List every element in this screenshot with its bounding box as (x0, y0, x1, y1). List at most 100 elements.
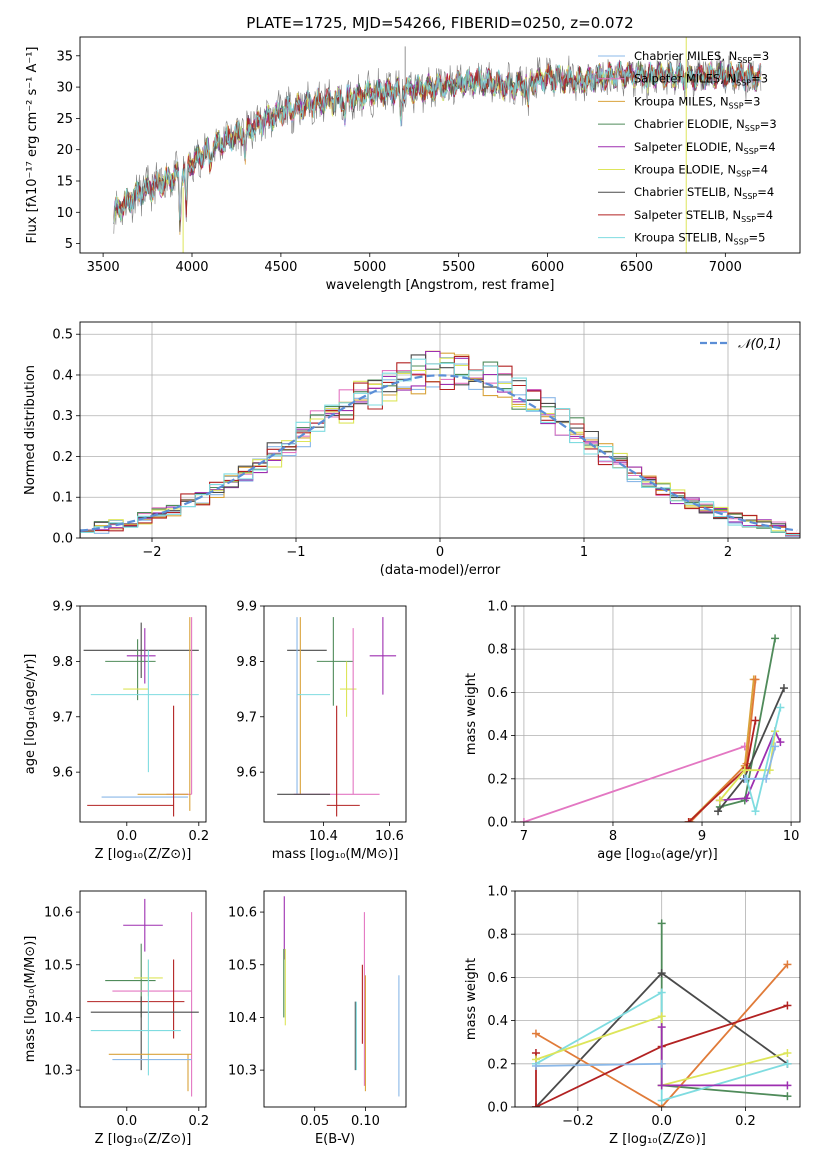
y-tick-label: 10.6 (44, 906, 73, 921)
x-tick-label: 5500 (442, 260, 475, 275)
x-tick-label: 10.6 (375, 829, 404, 844)
y-tick-label: 10.5 (44, 958, 73, 973)
plus-marker (519, 818, 528, 822)
data-point (123, 898, 163, 952)
y-tick-label: 30 (56, 81, 73, 96)
y-tick-label: 35 (56, 49, 73, 64)
plus-marker (531, 1029, 540, 1038)
plus-marker (776, 738, 785, 747)
y-axis-label: Normed distribution (23, 365, 38, 495)
legend-entry: Salpeter ELODIE, NSSP=4 (634, 140, 776, 156)
x-tick-label: 10.4 (309, 829, 338, 844)
plot-area (87, 898, 199, 1097)
legend-entry-sub: SSP (734, 238, 749, 247)
x-axis-label: wavelength [Angstrom, rest frame] (326, 278, 555, 293)
x-tick-label: 0.2 (735, 1114, 756, 1129)
y-tick-label: 0.8 (487, 643, 508, 658)
legend-entry: Kroupa STELIB, NSSP=5 (634, 231, 765, 247)
y-tick-label: 5 (65, 237, 73, 252)
x-tick-label: 7000 (709, 260, 742, 275)
y-tick-label: 0.4 (487, 1014, 508, 1029)
x-axis-label: Z [log₁₀(Z/Z⊙)] (95, 847, 192, 862)
plus-marker (776, 703, 785, 712)
legend-entry: Chabrier STELIB, NSSP=4 (634, 185, 774, 201)
legend-entry-tail: =4 (751, 163, 768, 177)
y-tick-label: 10.5 (228, 958, 257, 973)
legend-entry-tail: =5 (749, 231, 766, 245)
x-axis-label: age [log₁₀(age/yr)] (597, 847, 718, 862)
y-tick-label: 9.8 (52, 655, 73, 670)
legend-entry: Chabrier ELODIE, NSSP=3 (634, 117, 777, 133)
plus-marker (751, 675, 760, 684)
legend-entry-tail: =3 (752, 49, 769, 63)
legend-entry-tail: =4 (757, 185, 774, 199)
y-tick-label: 9.6 (236, 766, 257, 781)
legend-entry-label: Salpeter ELODIE, N (634, 140, 744, 154)
legend-entry-sub: SSP (736, 79, 751, 88)
y-tick-label: 0.3 (52, 409, 73, 424)
legend-entry: Chabrier MILES, NSSP=3 (634, 49, 769, 65)
legend-entry: 𝒩(0,1) (738, 337, 781, 352)
y-tick-label: 0.0 (487, 1101, 508, 1116)
legend-entry-label: Chabrier ELODIE, N (634, 117, 745, 131)
x-tick-label: 0.05 (300, 1114, 329, 1129)
legend-entry-sub: SSP (737, 56, 752, 65)
panel-5: 0.0 0.2 10.3 10.4 10.5 10.6 Z [log₁₀(Z/Z⊙)] mas… (23, 890, 209, 1147)
y-tick-label: 0.6 (487, 971, 508, 986)
y-axis-label: mass weight (464, 673, 479, 755)
y-tick-label: 9.9 (52, 600, 73, 615)
legend-entry-sub: SSP (736, 170, 751, 179)
plus-marker (531, 1103, 540, 1107)
x-tick-label: 1 (580, 545, 588, 560)
y-tick-label: 10.6 (228, 906, 257, 921)
plus-marker (783, 1049, 792, 1057)
x-tick-label: 0.0 (116, 1114, 137, 1129)
y-tick-label: 0.2 (487, 772, 508, 787)
data-point (126, 628, 156, 684)
legend-entry: Salpeter MILES, NSSP=3 (634, 72, 768, 88)
y-tick-label: 0.4 (487, 729, 508, 744)
x-axis-label: E(B-V) (315, 1132, 355, 1147)
axes-frame (79, 605, 207, 823)
plot-area (80, 322, 800, 538)
axes-frame (79, 890, 207, 1108)
axes-frame (79, 321, 801, 539)
x-tick-label: −2 (142, 545, 161, 560)
y-tick-label: 9.6 (52, 766, 73, 781)
axes-frame (263, 890, 407, 1108)
x-tick-label: 0.0 (651, 1114, 672, 1129)
data-point (83, 622, 199, 678)
y-tick-label: 1.0 (487, 600, 508, 615)
legend-entry-label: Chabrier MILES, N (634, 49, 737, 63)
plus-marker (715, 796, 724, 805)
plot-area (515, 606, 800, 822)
data-point (316, 617, 354, 706)
x-tick-label: 3500 (87, 260, 120, 275)
plus-marker (657, 919, 666, 928)
x-tick-label: 2 (724, 545, 732, 560)
axes-frame (514, 890, 801, 1108)
y-axis-label: mass weight (464, 958, 479, 1040)
weight-series-0 (523, 745, 746, 822)
plus-marker (657, 1096, 666, 1105)
x-tick-label: 0.2 (188, 1114, 209, 1129)
legend-entry-label: Salpeter MILES, N (634, 72, 736, 86)
y-axis-label: mass [log₁₀(M/M⊙)] (23, 936, 38, 1063)
y-tick-label: 1.0 (487, 885, 508, 900)
plus-marker (657, 1059, 666, 1068)
x-axis-label: Z [log₁₀(Z/Z⊙)] (95, 1132, 192, 1147)
model-spectrum-9 (113, 61, 762, 224)
y-tick-label: 0.8 (487, 928, 508, 943)
y-tick-label: 10 (56, 206, 73, 221)
legend-entry-tail: =4 (756, 208, 773, 222)
y-axis-label: age [log₁₀(age/yr)] (23, 654, 38, 775)
plus-marker (783, 960, 792, 969)
legend-entry: Kroupa ELODIE, NSSP=4 (634, 163, 768, 179)
plus-marker (779, 684, 788, 693)
x-tick-label: −0.2 (562, 1114, 594, 1129)
legend-entry: Kroupa MILES, NSSP=3 (634, 94, 760, 110)
y-tick-label: 15 (56, 175, 73, 190)
panel-0: 3500 4000 4500 5000 5500 6000 6500 7000 5 10 15 20 2… (25, 14, 801, 293)
